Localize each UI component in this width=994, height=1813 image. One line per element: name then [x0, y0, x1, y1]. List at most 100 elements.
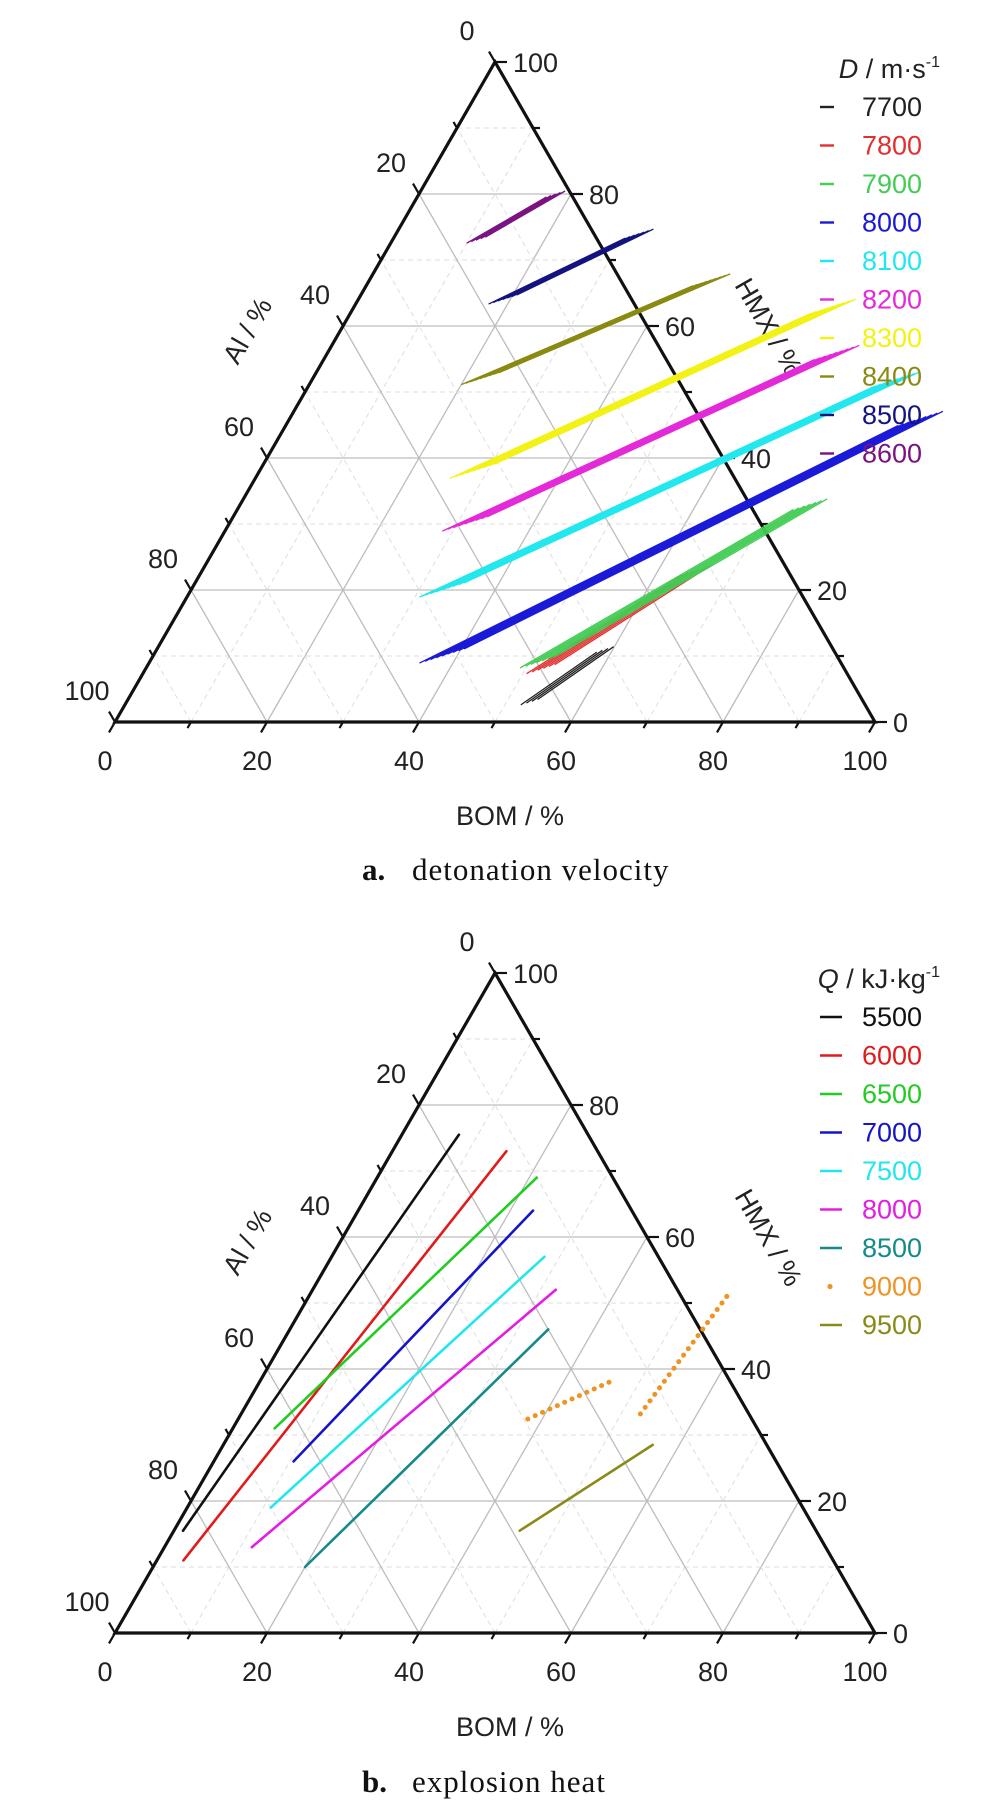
grid-line — [190, 1500, 268, 1634]
series-9500 — [518, 1443, 654, 1532]
series-8400 — [460, 273, 731, 386]
left-tick — [184, 579, 192, 591]
series-9000 — [636, 1293, 730, 1418]
contour-line — [424, 383, 882, 596]
legend-label: 8300 — [862, 323, 922, 353]
series-8200 — [442, 344, 860, 532]
series-8500 — [488, 228, 654, 305]
legend: Q / kJ·kg-1 5500 6000 6500 7000 7500 8000 8500 9… — [818, 964, 940, 1340]
series-7000 — [292, 1209, 535, 1463]
series-line — [181, 1133, 461, 1532]
contour-line — [463, 410, 944, 650]
left-tick-label: 60 — [224, 412, 254, 442]
legend-label: 8100 — [862, 246, 922, 276]
grid-line — [456, 1038, 800, 1634]
bottom-tick-label: 0 — [97, 746, 112, 776]
grid-line — [456, 127, 800, 723]
right-axis-label: HMX / % — [729, 1184, 808, 1291]
left-tick — [452, 1032, 458, 1040]
bottom-tick — [716, 1632, 724, 1644]
legend-label: 8500 — [862, 400, 922, 430]
legend-label: 8200 — [862, 285, 922, 315]
bottom-tick — [868, 721, 876, 733]
legend-title: D / m·s-1 — [839, 54, 940, 84]
contour-line — [452, 374, 910, 587]
right-tick-label: 100 — [513, 959, 558, 989]
series-7900 — [519, 498, 828, 669]
left-tick — [412, 183, 420, 195]
legend-label: 7500 — [862, 1156, 922, 1186]
series-8000 — [419, 410, 944, 664]
contour-line — [536, 503, 811, 664]
bottom-tick — [412, 721, 420, 733]
bottom-tick — [564, 1632, 572, 1644]
bottom-tick — [186, 721, 192, 729]
legend-label: 8000 — [862, 208, 922, 238]
right-tick-label: 0 — [893, 708, 908, 738]
bottom-tick-label: 80 — [698, 1657, 728, 1687]
right-tick-label: 20 — [817, 576, 847, 606]
caption-text: explosion heat — [412, 1764, 606, 1799]
contour-line — [477, 303, 840, 470]
left-tick — [108, 1622, 116, 1634]
legend-marker — [827, 1283, 833, 1290]
grid-line — [190, 589, 268, 723]
contour-line — [430, 381, 887, 595]
bottom-tick — [794, 1632, 800, 1640]
series-line — [273, 1176, 539, 1430]
series-6500 — [273, 1176, 539, 1430]
right-tick-label: 0 — [893, 1619, 908, 1649]
grid-line — [342, 1236, 572, 1634]
contour-line — [430, 421, 910, 661]
contour-line — [531, 647, 609, 702]
grid-line — [342, 259, 610, 723]
contour-line — [435, 419, 916, 659]
contour-line — [447, 416, 927, 655]
series-9000 — [519, 1379, 612, 1425]
data-series-group — [181, 1133, 730, 1569]
contour-line — [526, 649, 603, 704]
series-line — [636, 1293, 730, 1418]
series-line — [269, 1255, 546, 1509]
left-tick — [148, 649, 154, 657]
grid-line — [152, 1566, 192, 1634]
bottom-tick-label: 100 — [842, 1657, 887, 1687]
grid-line — [798, 1566, 838, 1634]
left-axis-label: Al / % — [217, 293, 278, 369]
contour-line — [516, 228, 654, 296]
series-8100 — [419, 371, 921, 598]
grid-line — [418, 193, 724, 723]
right-tick-label: 40 — [741, 1355, 771, 1385]
grid-line — [152, 655, 192, 723]
data-series-group — [419, 190, 944, 706]
contour-line — [483, 302, 845, 469]
grid-line — [418, 1104, 724, 1634]
legend-label: 7000 — [862, 1118, 922, 1148]
series-8500 — [303, 1328, 550, 1569]
bottom-tick — [564, 721, 572, 733]
contour-line — [455, 310, 817, 478]
bottom-tick-label: 40 — [394, 746, 424, 776]
legend-label: 7900 — [862, 169, 922, 199]
left-tick-label: 0 — [459, 927, 474, 957]
legend-title-sup: -1 — [926, 54, 940, 71]
legend-title-unit: / m·s — [858, 54, 926, 84]
series-line — [303, 1328, 550, 1569]
grid-line — [190, 127, 534, 723]
left-tick — [488, 51, 496, 63]
left-tick-label: 80 — [148, 544, 178, 574]
ternary-chart-a: 0 20 40 60 80 100020406080100020406080100BOM … — [64, 16, 944, 887]
bottom-axis-label: BOM / % — [456, 801, 564, 831]
legend-label: 7800 — [862, 131, 922, 161]
contour-line — [441, 417, 921, 657]
left-tick — [148, 1560, 154, 1568]
legend-title-sup: -1 — [926, 964, 940, 981]
grid-line — [304, 1302, 496, 1634]
left-tick — [412, 1094, 420, 1106]
bottom-tick — [338, 1632, 344, 1640]
contour-line — [447, 376, 904, 589]
grid-line — [304, 391, 496, 723]
contour-line — [419, 424, 899, 664]
grid-line — [266, 457, 420, 723]
